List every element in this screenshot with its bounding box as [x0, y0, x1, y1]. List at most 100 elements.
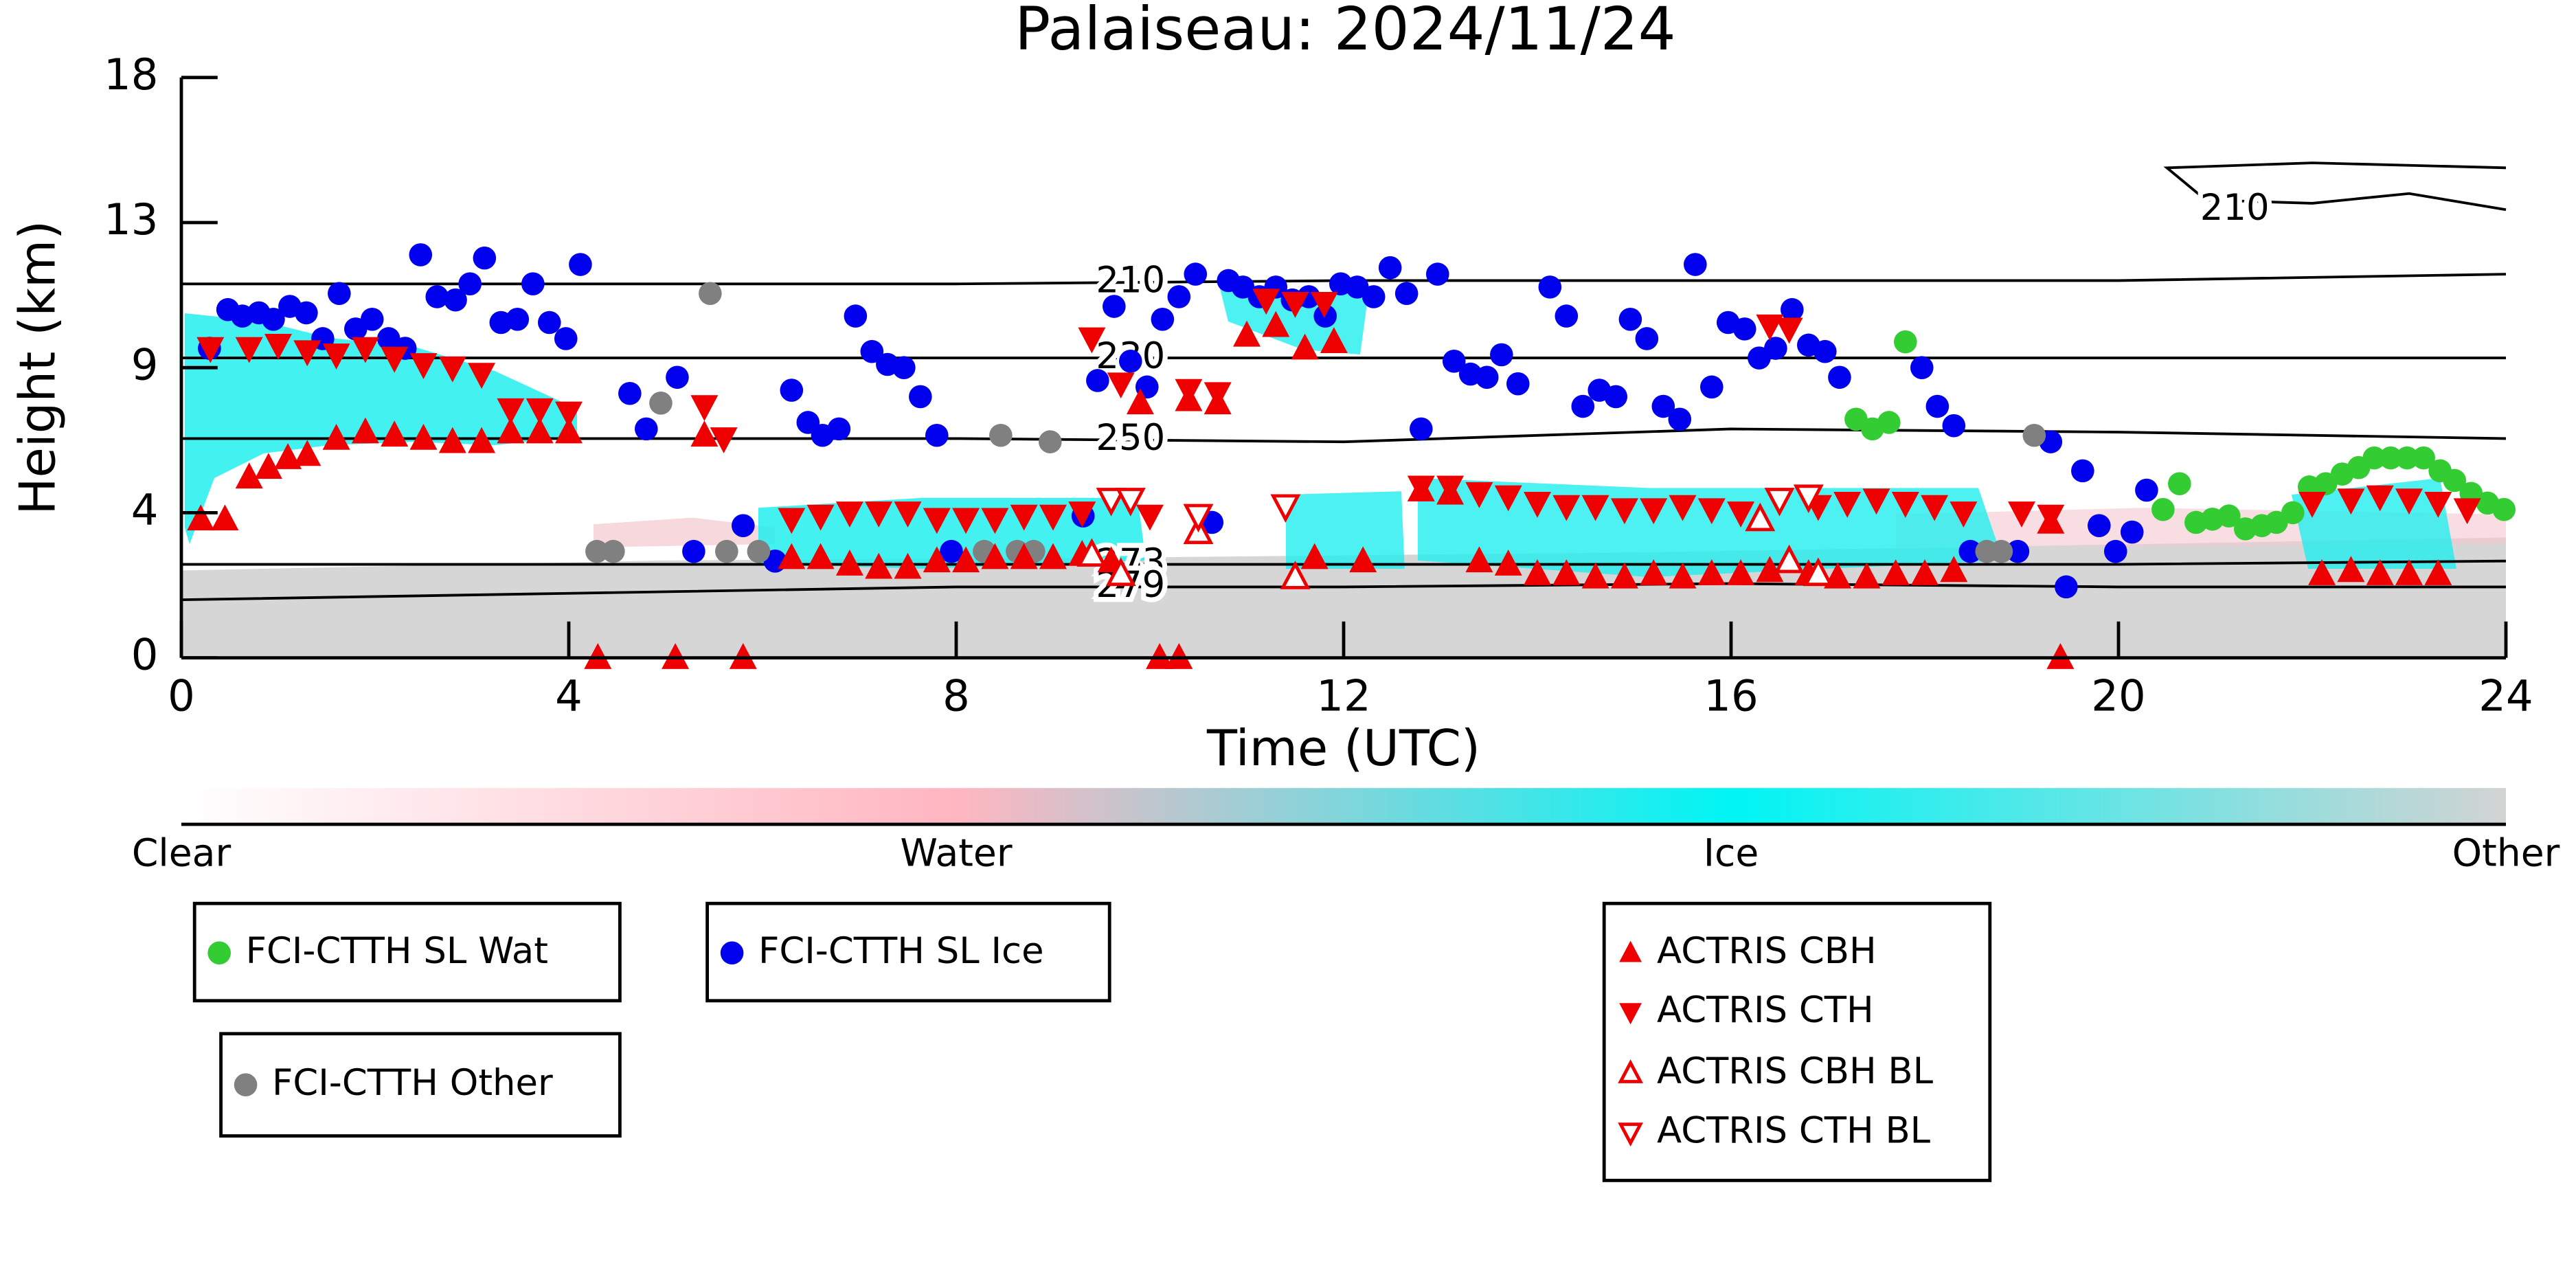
triangle	[1233, 320, 1261, 347]
point	[2120, 520, 2144, 544]
colorbar-label: Other	[2452, 832, 2560, 876]
point	[1506, 372, 1530, 396]
triangle	[254, 453, 282, 479]
point	[2168, 472, 2191, 495]
point	[1425, 262, 1449, 286]
classification-field	[181, 289, 2506, 658]
triangle	[1107, 372, 1135, 399]
point	[1925, 394, 1950, 418]
triangle	[1610, 562, 1638, 589]
triangle	[835, 501, 863, 528]
point	[1781, 297, 1804, 321]
colorbar-label: Clear	[132, 832, 231, 876]
x-tick-label: 0	[168, 671, 195, 721]
point	[328, 282, 351, 306]
point	[1732, 317, 1756, 341]
x-tick-label: 8	[942, 671, 970, 721]
triangle	[2008, 501, 2035, 528]
point	[827, 417, 851, 441]
x-tick-label: 20	[2091, 671, 2145, 721]
legend-box	[705, 901, 1111, 1003]
legend-marker	[1619, 1003, 1642, 1025]
colorbar	[181, 788, 2506, 824]
legend-box	[192, 901, 622, 1003]
triangle	[468, 363, 496, 389]
point	[2217, 504, 2241, 528]
point	[1989, 539, 2013, 563]
triangle	[1204, 382, 1232, 409]
triangle	[526, 417, 554, 444]
triangle	[1950, 501, 1978, 528]
triangle	[2308, 559, 2336, 585]
point	[506, 308, 530, 331]
triangle	[1436, 475, 1465, 502]
legend-label: ACTRIS CBH	[1657, 930, 1877, 972]
triangle	[497, 398, 525, 425]
triangle	[1581, 562, 1609, 589]
contour-label: 210	[1096, 260, 1165, 302]
triangle	[2337, 488, 2365, 515]
point	[2071, 459, 2094, 483]
y-tick-label: 0	[131, 630, 159, 680]
triangle	[2337, 556, 2365, 583]
y-axis-label: Height (km)	[9, 221, 67, 515]
triangle	[2395, 559, 2423, 585]
contour-line	[2163, 161, 2507, 212]
triangle	[1252, 289, 1280, 315]
triangle	[274, 443, 302, 469]
triangle	[322, 423, 350, 450]
triangle	[1524, 491, 1551, 518]
point	[1910, 356, 1934, 379]
x-axis-label: Time (UTC)	[1206, 719, 1480, 777]
triangle	[1076, 538, 1107, 567]
triangle	[1640, 559, 1668, 585]
legend: FCI-CTTH SL Wat FCI-CTTH SL Ice FCI-CTTH O…	[207, 930, 1934, 1151]
point	[1828, 365, 1851, 389]
triangle	[526, 398, 554, 425]
triangle	[1697, 498, 1726, 525]
point	[602, 539, 625, 563]
legend-label: ACTRIS CTH BL	[1657, 1109, 1931, 1151]
triangle	[1126, 388, 1154, 415]
triangle	[1552, 495, 1581, 521]
triangle	[381, 346, 409, 373]
triangle	[1824, 562, 1852, 589]
point	[715, 539, 738, 563]
triangle	[381, 420, 409, 447]
point	[1813, 339, 1837, 363]
triangle	[1465, 482, 1493, 508]
triangle	[1039, 543, 1067, 569]
triangle	[1183, 504, 1214, 533]
point	[2362, 446, 2386, 470]
triangle	[187, 504, 215, 531]
triangle	[1115, 488, 1146, 517]
legend-marker	[234, 1073, 258, 1096]
point	[1618, 308, 1642, 331]
point	[1635, 327, 1659, 350]
triangle	[2453, 498, 2481, 525]
triangle	[351, 337, 379, 363]
triangle	[981, 508, 1009, 534]
triangle	[468, 427, 496, 453]
point	[860, 339, 884, 363]
point	[1119, 350, 1142, 373]
point	[1475, 365, 1499, 389]
triangle	[1727, 501, 1755, 528]
legend-marker	[720, 941, 744, 964]
triangle	[952, 508, 980, 534]
triangle	[1465, 546, 1493, 573]
point	[295, 301, 318, 325]
point	[909, 385, 932, 409]
triangle	[1068, 501, 1096, 528]
triangle	[894, 552, 922, 579]
y-tick-label: 18	[104, 49, 158, 100]
triangle	[351, 417, 379, 444]
legend-label: FCI-CTTH Other	[272, 1062, 553, 1104]
triangle	[1010, 543, 1038, 569]
axes: 0 4 9 13 18 0 4 8 12 16 20 24	[104, 49, 2533, 721]
triangle	[1610, 498, 1638, 525]
point	[940, 539, 963, 563]
triangle	[806, 543, 835, 569]
triangle	[1524, 559, 1551, 585]
triangle	[923, 508, 951, 534]
